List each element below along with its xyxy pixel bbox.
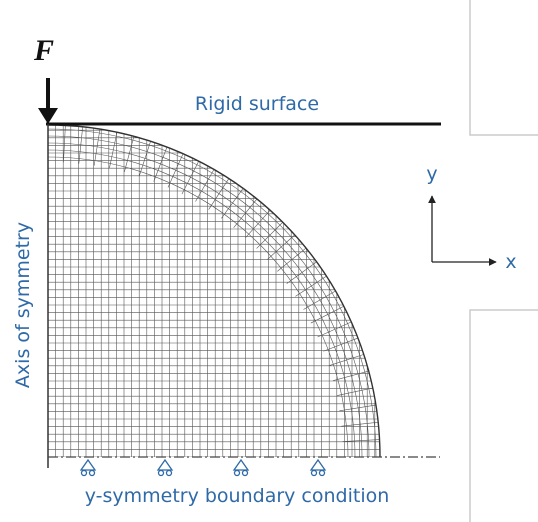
mesh-line: [153, 144, 169, 182]
mesh-line: [245, 207, 273, 238]
mesh-line: [93, 126, 101, 166]
support-roller: [318, 469, 326, 477]
x-axis-label: x: [505, 251, 516, 273]
mesh-line: [277, 245, 309, 272]
support-roller: [157, 469, 165, 477]
rigid-surface-label: Rigid surface: [195, 93, 319, 115]
panel-border: [469, 309, 538, 522]
mesh-line: [339, 404, 379, 412]
support: [232, 458, 250, 477]
mesh-line: [167, 150, 185, 188]
mesh-line: [48, 135, 370, 457]
support: [156, 458, 174, 477]
supports: [79, 458, 327, 477]
mesh-line: [138, 138, 152, 177]
panel-border: [469, 0, 538, 136]
mesh-line: [328, 353, 367, 367]
mesh-line: [48, 156, 349, 457]
mesh-line: [303, 289, 339, 310]
mesh-line: [195, 166, 216, 202]
mesh-line: [48, 128, 377, 457]
support-roller: [233, 469, 241, 477]
mesh-line: [332, 370, 372, 381]
mesh-line: [341, 421, 380, 427]
mesh-line: [48, 142, 363, 457]
support: [309, 458, 327, 477]
force-arrowhead: [38, 108, 58, 124]
mesh-line: [48, 149, 356, 457]
mesh-line: [317, 320, 355, 338]
support-roller: [80, 469, 88, 477]
mesh-line: [310, 304, 347, 324]
symmetry-axis-label: Axis of symmetry: [12, 222, 34, 388]
mesh-line: [286, 259, 320, 284]
mesh-line: [63, 125, 66, 163]
mesh-line: [208, 175, 231, 210]
y-axis-label: y: [426, 163, 437, 185]
mesh-line: [295, 274, 330, 297]
support-roller: [241, 469, 249, 477]
mesh-line: [323, 336, 361, 352]
mesh-line: [342, 439, 380, 442]
support-triangle: [79, 458, 97, 471]
support: [79, 458, 97, 477]
mesh-line: [109, 129, 118, 169]
mesh-line: [267, 232, 298, 260]
support-roller: [88, 469, 96, 477]
support-triangle: [156, 458, 174, 471]
mesh-line: [233, 196, 260, 228]
mesh-boundary: [47, 124, 381, 458]
support-roller: [165, 469, 173, 477]
mesh-line: [78, 125, 84, 164]
support-triangle: [309, 458, 327, 471]
mesh-line: [221, 185, 246, 219]
mesh-line: [124, 133, 135, 173]
support-triangle: [232, 458, 250, 471]
mesh-line: [256, 219, 286, 249]
force-label: F: [33, 34, 54, 67]
support-roller: [310, 469, 318, 477]
boundary-label: y-symmetry boundary condition: [85, 485, 390, 507]
mesh-line: [336, 387, 376, 396]
mesh-line: [181, 158, 201, 195]
